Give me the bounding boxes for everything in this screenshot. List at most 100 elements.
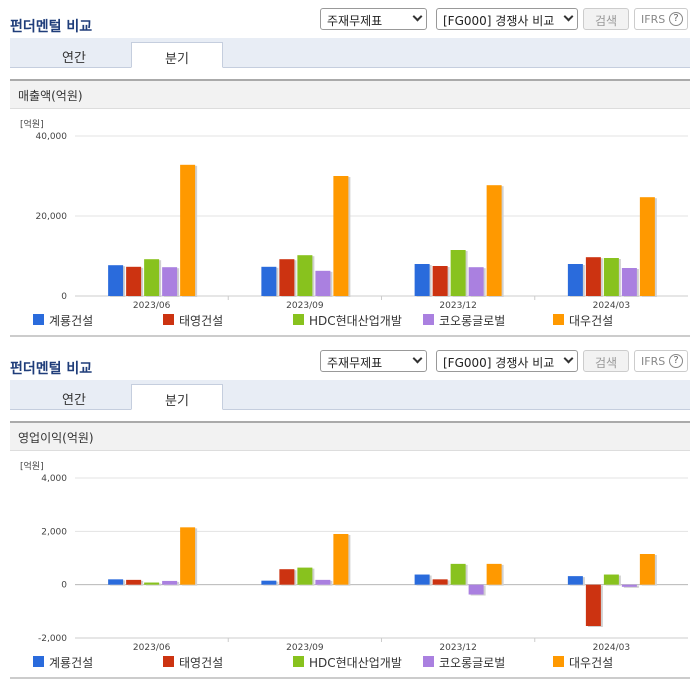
chevron-down-icon: [563, 353, 574, 364]
bar[interactable]: [144, 582, 160, 585]
chevron-down-icon: [412, 11, 423, 22]
x-tick-label: 2023/12: [439, 643, 476, 653]
ifrs-button[interactable]: IFRS ?: [634, 8, 688, 30]
legend-swatch: [33, 314, 44, 325]
bar[interactable]: [180, 527, 196, 585]
bar[interactable]: [603, 258, 619, 296]
bar[interactable]: [333, 176, 349, 296]
bar[interactable]: [297, 567, 313, 585]
bar[interactable]: [261, 580, 277, 585]
legend-item[interactable]: 대우건설: [553, 654, 613, 670]
bar[interactable]: [432, 266, 448, 296]
bar[interactable]: [108, 265, 124, 296]
bar[interactable]: [639, 197, 655, 296]
y-tick-label: 0: [61, 581, 67, 591]
legend-item[interactable]: 태영건설: [163, 654, 223, 670]
bar[interactable]: [432, 579, 448, 585]
statement-select-value: 주재무제표: [327, 356, 383, 370]
bar[interactable]: [261, 266, 277, 296]
legend-label: 대우건설: [569, 656, 614, 670]
bar[interactable]: [468, 267, 484, 296]
legend-swatch: [423, 656, 434, 667]
bar[interactable]: [126, 579, 142, 585]
tab-annual[interactable]: 연간: [62, 393, 86, 408]
bar[interactable]: [315, 579, 331, 585]
ifrs-button[interactable]: IFRS ?: [634, 350, 688, 372]
bar[interactable]: [279, 569, 295, 585]
bar[interactable]: [639, 554, 655, 585]
legend-item[interactable]: 대우건설: [553, 312, 613, 328]
legend-item[interactable]: 코오롱글로벌: [423, 312, 505, 328]
legend-item[interactable]: HDC현대산업개발: [293, 312, 402, 328]
legend-item[interactable]: 계룡건설: [33, 312, 93, 328]
chevron-down-icon: [563, 11, 574, 22]
bar[interactable]: [567, 264, 583, 296]
legend-swatch: [553, 314, 564, 325]
x-tick-label: 2023/09: [286, 301, 324, 311]
bar[interactable]: [144, 259, 160, 296]
bar[interactable]: [486, 563, 502, 585]
legend-label: 계룡건설: [49, 656, 94, 670]
bar[interactable]: [297, 255, 313, 296]
bar[interactable]: [450, 563, 466, 585]
bar[interactable]: [162, 580, 178, 585]
legend-label: 태영건설: [179, 314, 224, 328]
y-tick-label: 4,000: [41, 474, 67, 484]
tab-quarterly[interactable]: 분기: [131, 42, 223, 68]
tab-annual[interactable]: 연간: [62, 51, 86, 66]
bar[interactable]: [414, 574, 430, 585]
metric-header: 매출액(억원): [10, 79, 690, 109]
panel-header-1: 펀더멘털 비교 주재무제표 [FG000] 경쟁사 비교 검색 IFRS ?: [0, 6, 696, 36]
bar[interactable]: [162, 267, 178, 296]
chart-legend: 계룡건설 태영건설 HDC현대산업개발 코오롱글로벌 대우건설: [0, 312, 696, 328]
bar[interactable]: [279, 259, 295, 296]
ifrs-label: IFRS: [641, 355, 666, 368]
bar[interactable]: [450, 250, 466, 296]
tab-quarterly[interactable]: 분기: [131, 384, 223, 410]
bar[interactable]: [621, 584, 637, 587]
bar[interactable]: [108, 579, 124, 585]
legend-item[interactable]: 코오롱글로벌: [423, 654, 505, 670]
operating-profit-chart: 4,000 2,000 0 -2,000 2023/06 2023/09 2023/12 20…: [38, 474, 688, 653]
compare-select-value: [FG000] 경쟁사 비교: [443, 356, 555, 370]
bar[interactable]: [621, 268, 637, 296]
bar[interactable]: [585, 584, 601, 626]
legend-swatch: [293, 656, 304, 667]
bar[interactable]: [180, 164, 196, 296]
bar[interactable]: [603, 574, 619, 585]
period-tabs: 연간 분기: [10, 380, 690, 410]
bar[interactable]: [585, 257, 601, 296]
compare-select[interactable]: [FG000] 경쟁사 비교: [436, 8, 578, 30]
legend-swatch: [33, 656, 44, 667]
help-icon[interactable]: ?: [669, 12, 683, 26]
search-button[interactable]: 검색: [583, 350, 629, 372]
compare-select[interactable]: [FG000] 경쟁사 비교: [436, 350, 578, 372]
help-icon[interactable]: ?: [669, 354, 683, 368]
bar[interactable]: [315, 270, 331, 296]
legend-item[interactable]: HDC현대산업개발: [293, 654, 402, 670]
panel-header-2: 펀더멘털 비교 주재무제표 [FG000] 경쟁사 비교 검색 IFRS ?: [0, 348, 696, 378]
x-tick-label: 2024/03: [593, 643, 630, 653]
bar[interactable]: [126, 266, 142, 296]
legend-label: 코오롱글로벌: [439, 314, 506, 328]
panel-title: 펀더멘털 비교: [10, 361, 93, 377]
legend-item[interactable]: 계룡건설: [33, 654, 93, 670]
bar[interactable]: [486, 185, 502, 296]
statement-select[interactable]: 주재무제표: [320, 8, 427, 30]
y-tick-label: 2,000: [41, 527, 67, 537]
statement-select[interactable]: 주재무제표: [320, 350, 427, 372]
bar[interactable]: [567, 576, 583, 585]
metric-header: 영업이익(억원): [10, 421, 690, 451]
bar[interactable]: [333, 534, 349, 585]
bar[interactable]: [414, 264, 430, 296]
search-button[interactable]: 검색: [583, 8, 629, 30]
legend-item[interactable]: 태영건설: [163, 312, 223, 328]
legend-label: 코오롱글로벌: [439, 656, 506, 670]
bar[interactable]: [468, 584, 484, 595]
x-tick-label: 2023/12: [439, 301, 476, 311]
legend-label: 태영건설: [179, 656, 224, 670]
chevron-down-icon: [412, 353, 423, 364]
legend-label: HDC현대산업개발: [309, 656, 402, 670]
y-tick-label: -2,000: [38, 634, 67, 644]
unit-label: [억원]: [20, 462, 44, 472]
